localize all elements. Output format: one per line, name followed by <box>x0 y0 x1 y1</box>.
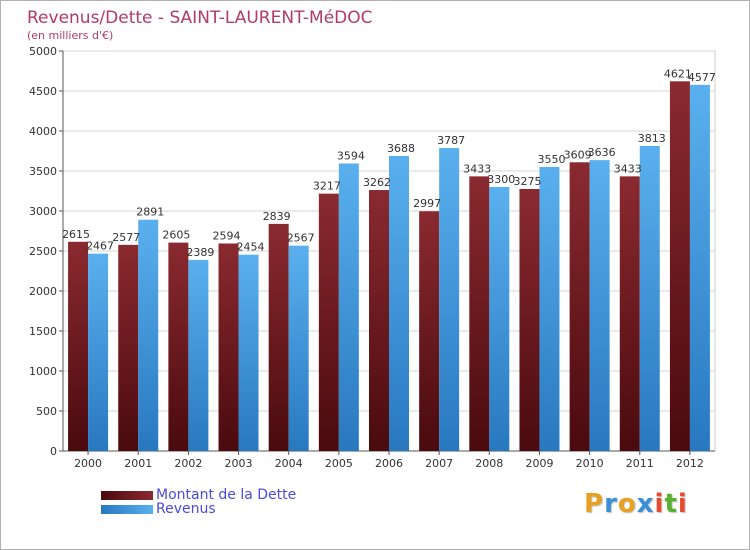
bar-revenue <box>338 163 359 452</box>
bar-revenue <box>539 167 560 451</box>
y-tick-label: 0 <box>50 445 57 458</box>
bar-revenue <box>589 160 610 451</box>
bar-debt <box>118 244 139 451</box>
logo-letter: o <box>617 489 637 519</box>
legend-item-revenue: Revenus <box>101 501 216 517</box>
data-label-revenue: 3636 <box>588 146 616 159</box>
y-tick-label: 500 <box>36 405 57 418</box>
y-tick-label: 1500 <box>29 325 57 338</box>
y-tick-label: 2000 <box>29 285 57 298</box>
data-label-revenue: 3787 <box>437 134 465 147</box>
bar-revenue <box>288 245 309 451</box>
chart-subtitle: (en milliers d'€) <box>27 29 113 42</box>
logo-letter: r <box>604 489 618 519</box>
bars <box>68 81 710 452</box>
data-label-debt: 2615 <box>62 228 90 241</box>
data-label-revenue: 2389 <box>186 246 214 259</box>
data-label-revenue: 4577 <box>688 71 716 84</box>
y-tick-label: 5000 <box>29 45 57 58</box>
x-tick-label: 2006 <box>375 457 403 470</box>
x-tick-label: 2007 <box>425 457 453 470</box>
y-tick-label: 4000 <box>29 125 57 138</box>
legend-item-debt: Montant de la Dette <box>101 487 296 503</box>
bar-revenue <box>639 145 660 451</box>
data-label-debt: 3262 <box>363 176 391 189</box>
legend-label-revenue: Revenus <box>156 501 216 517</box>
bar-revenue <box>389 155 409 451</box>
bar-debt <box>669 81 690 451</box>
y-tick-label: 3000 <box>29 205 57 218</box>
bar-debt <box>469 176 490 452</box>
data-label-debt: 2577 <box>112 231 140 244</box>
bar-debt <box>619 176 640 452</box>
x-tick-label: 2004 <box>275 457 303 470</box>
bar-debt <box>419 211 440 451</box>
x-tick-label: 2008 <box>475 457 503 470</box>
legend-swatch-revenue <box>101 504 153 514</box>
x-tick-label: 2000 <box>74 457 102 470</box>
bar-revenue <box>188 259 209 451</box>
data-label-revenue: 2467 <box>86 240 114 253</box>
y-tick-label: 2500 <box>29 245 57 258</box>
data-label-revenue: 3300 <box>487 173 515 186</box>
data-label-debt: 3275 <box>513 175 541 188</box>
data-label-revenue: 2454 <box>237 241 265 254</box>
bar-debt <box>268 223 289 451</box>
data-label-debt: 2839 <box>263 210 291 223</box>
data-label-revenue: 2891 <box>136 206 164 219</box>
data-label-revenue: 3550 <box>537 153 565 166</box>
x-tick-label: 2005 <box>325 457 353 470</box>
data-label-debt: 4621 <box>664 67 692 80</box>
x-tick-label: 2010 <box>576 457 604 470</box>
data-label-debt: 3433 <box>463 162 491 175</box>
x-tick-label: 2002 <box>174 457 202 470</box>
x-tick-label: 2003 <box>225 457 253 470</box>
data-label-debt: 2997 <box>413 197 441 210</box>
bar-debt <box>369 190 389 452</box>
bar-debt <box>218 243 239 451</box>
data-label-revenue: 3594 <box>337 149 365 162</box>
chart-title: Revenus/Dette - SAINT-LAURENT-MéDOC <box>27 8 373 28</box>
data-label-revenue: 2567 <box>287 232 315 245</box>
axes: 0 500 1000 1500 2000 2500 3000 3500 4000 4500 5000… <box>29 45 715 470</box>
proxiti-logo: Proxiti <box>584 489 688 519</box>
bar-revenue <box>138 219 159 451</box>
y-tick-label: 4500 <box>29 85 57 98</box>
data-label-debt: 2594 <box>213 229 241 242</box>
logo-letter: t <box>664 489 678 519</box>
data-label-debt: 2605 <box>162 229 190 242</box>
data-label-revenue: 3813 <box>638 132 666 145</box>
logo-letter: i <box>654 489 665 519</box>
bar-revenue <box>88 253 109 451</box>
data-label-debt: 3433 <box>614 162 642 175</box>
bar-revenue <box>238 254 259 451</box>
data-label-debt: 3217 <box>313 180 341 193</box>
legend: Montant de la Dette Revenus <box>101 487 421 521</box>
data-label-revenue: 3688 <box>387 142 415 155</box>
bar-debt <box>318 193 339 451</box>
bar-debt <box>168 242 189 451</box>
bar-revenue <box>439 148 460 452</box>
x-tick-label: 2001 <box>124 457 152 470</box>
logo-letter: x <box>636 489 655 519</box>
y-tick-label: 1000 <box>29 365 57 378</box>
logo-letter: i <box>677 489 688 519</box>
data-label-debt: 3609 <box>564 148 592 161</box>
y-tick-label: 3500 <box>29 165 57 178</box>
bar-debt <box>519 189 540 451</box>
bar-debt <box>68 241 89 451</box>
x-tick-label: 2012 <box>676 457 704 470</box>
x-tick-label: 2009 <box>525 457 553 470</box>
x-tick-label: 2011 <box>626 457 654 470</box>
logo-letter: P <box>584 489 605 519</box>
bar-revenue <box>689 84 710 451</box>
bar-revenue <box>489 187 510 451</box>
legend-swatch-debt <box>101 490 153 500</box>
bar-debt <box>569 162 590 451</box>
legend-label-debt: Montant de la Dette <box>156 487 297 503</box>
